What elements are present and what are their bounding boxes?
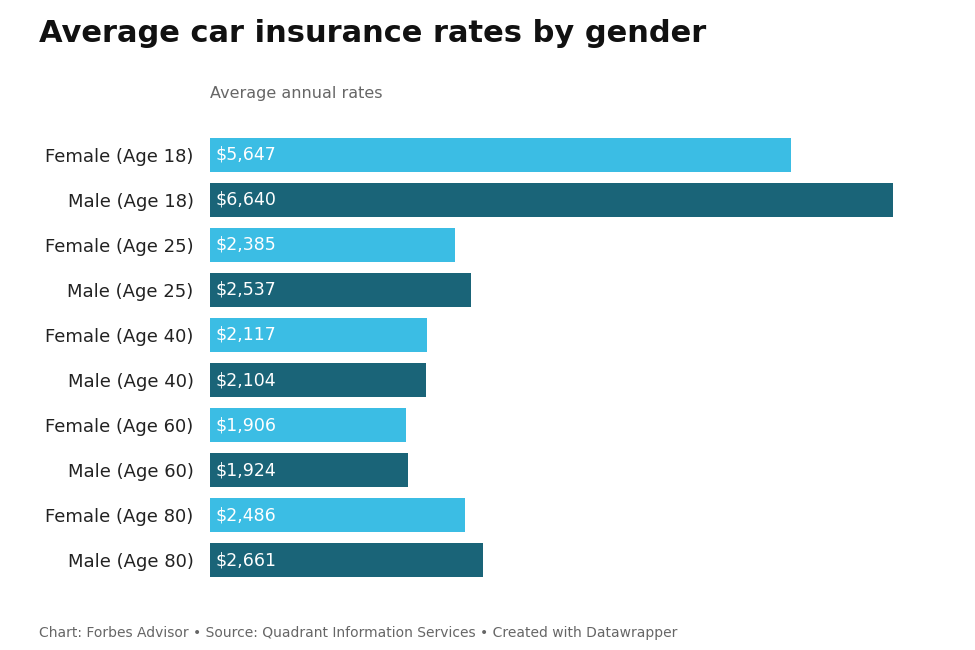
Text: $6,640: $6,640: [215, 191, 276, 209]
Bar: [210, 318, 427, 352]
Bar: [210, 228, 455, 262]
Bar: [210, 138, 791, 172]
Text: $2,385: $2,385: [215, 236, 276, 254]
Text: $2,486: $2,486: [215, 506, 276, 524]
Bar: [210, 273, 471, 307]
Text: $2,661: $2,661: [215, 551, 276, 569]
Bar: [210, 183, 893, 216]
Text: Average annual rates: Average annual rates: [210, 86, 382, 101]
Text: $1,906: $1,906: [215, 416, 276, 434]
Bar: [210, 363, 426, 397]
Text: $1,924: $1,924: [215, 461, 276, 479]
Bar: [210, 499, 465, 532]
Bar: [210, 543, 484, 577]
Text: Chart: Forbes Advisor • Source: Quadrant Information Services • Created with Dat: Chart: Forbes Advisor • Source: Quadrant…: [39, 626, 678, 640]
Bar: [210, 453, 408, 487]
Text: $5,647: $5,647: [215, 146, 276, 164]
Text: $2,104: $2,104: [215, 371, 276, 389]
Text: $2,537: $2,537: [215, 281, 276, 299]
Text: Average car insurance rates by gender: Average car insurance rates by gender: [39, 20, 706, 49]
Text: $2,117: $2,117: [215, 326, 276, 344]
Bar: [210, 408, 406, 442]
